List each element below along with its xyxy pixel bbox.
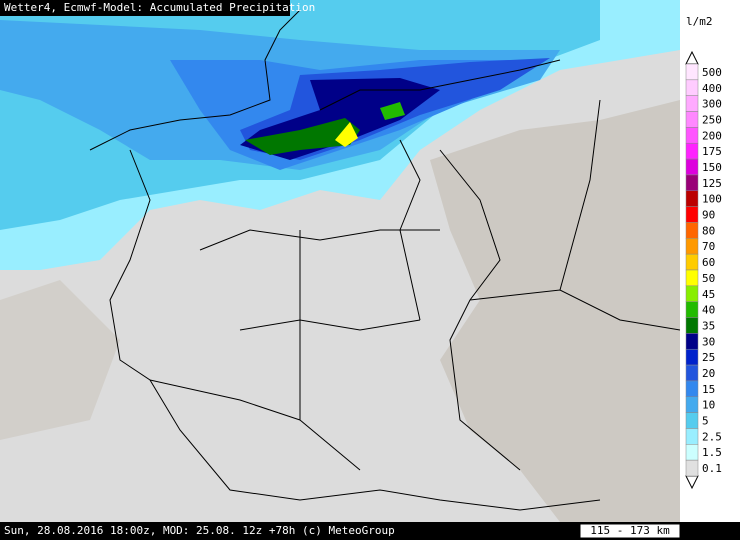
legend-label: 5 — [702, 415, 709, 428]
scale-label: 115 - 173 km — [590, 524, 670, 537]
legend-label: 2.5 — [702, 430, 722, 443]
legend-swatch — [685, 444, 699, 461]
legend-swatch — [685, 206, 699, 223]
legend-label: 200 — [702, 129, 722, 142]
legend-swatch — [685, 396, 699, 413]
legend-swatch — [685, 95, 699, 112]
legend-swatch — [685, 127, 699, 144]
legend-swatch — [685, 333, 699, 350]
legend-swatch — [685, 158, 699, 176]
legend-label: 100 — [702, 193, 722, 206]
legend-unit: l/m2 — [686, 15, 713, 28]
legend-label: 60 — [702, 256, 715, 269]
legend-label: 45 — [702, 288, 715, 301]
legend-swatch — [685, 174, 699, 192]
legend-label: 10 — [702, 399, 715, 412]
legend-label: 0.1 — [702, 462, 722, 475]
legend-label: 20 — [702, 367, 715, 380]
legend-swatch — [685, 238, 699, 255]
map — [0, 0, 681, 522]
legend-label: 70 — [702, 240, 715, 253]
legend-swatch — [685, 253, 699, 271]
legend-label: 300 — [702, 98, 722, 111]
legend-label: 50 — [702, 272, 715, 285]
legend-label: 30 — [702, 335, 715, 348]
legend-label: 90 — [702, 209, 715, 222]
legend-swatch — [685, 285, 699, 302]
scale-box — [579, 523, 681, 539]
legend-label: 500 — [702, 66, 722, 79]
legend-label: 150 — [702, 161, 722, 174]
legend-swatch — [685, 380, 699, 398]
legend-swatch — [685, 317, 699, 334]
legend-label: 125 — [702, 177, 722, 190]
legend-swatch — [685, 222, 699, 239]
legend-swatch — [685, 142, 699, 160]
legend-label: 40 — [702, 304, 715, 317]
legend-label: 35 — [702, 319, 715, 332]
legend-swatch — [685, 190, 699, 207]
legend-swatch — [685, 111, 699, 128]
legend-label: 25 — [702, 351, 715, 364]
legend-swatch — [685, 459, 699, 477]
title: Wetter4, Ecmwf-Model: Accumulated Precip… — [4, 1, 315, 14]
legend-arrow-up — [685, 50, 699, 65]
legend-swatch — [685, 79, 699, 96]
title-bar — [0, 0, 290, 16]
footer-text: Sun, 28.08.2016 18:00z, MOD: 25.08. 12z … — [4, 524, 395, 537]
legend-swatch — [685, 364, 699, 382]
legend-swatch — [685, 348, 699, 366]
legend-label: 80 — [702, 224, 715, 237]
legend-swatch — [685, 301, 699, 318]
legend-label: 15 — [702, 383, 715, 396]
legend-label: 175 — [702, 145, 722, 158]
legend-swatch — [685, 269, 699, 287]
legend-swatch — [685, 63, 699, 81]
legend-label: 250 — [702, 113, 722, 126]
legend-swatch — [685, 428, 699, 445]
legend-swatch — [685, 412, 699, 429]
legend-label: 1.5 — [702, 446, 722, 459]
legend: l/m2 500 400 300 250 200 175 150 125 100 90 80 70 60… — [685, 15, 722, 490]
footer-bar — [0, 522, 740, 540]
legend-label: 400 — [702, 82, 722, 95]
legend-arrow-down — [685, 475, 699, 490]
